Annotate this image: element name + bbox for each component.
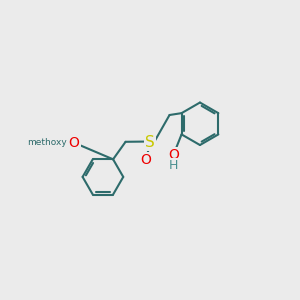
Text: S: S [146,135,155,150]
Text: O: O [168,148,179,162]
Text: O: O [69,136,80,150]
Text: H: H [169,159,178,172]
Text: methoxy: methoxy [27,138,67,147]
Text: O: O [140,153,151,167]
